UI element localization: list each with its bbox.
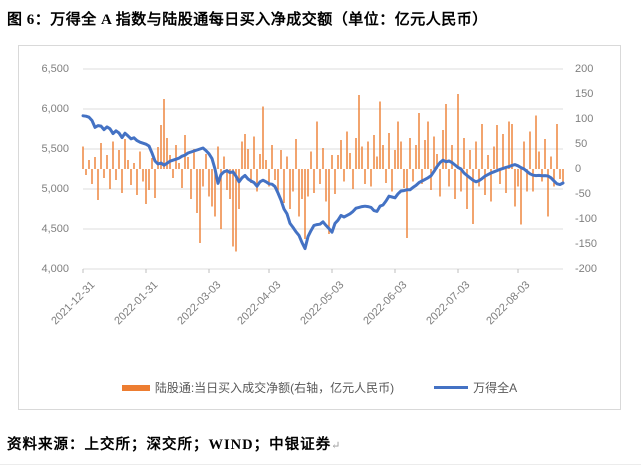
legend-line-label: 万得全A <box>473 381 518 395</box>
y-right-tick-label: 200 <box>575 63 594 75</box>
figure-title: 图 6：万得全 A 指数与陆股通每日买入净成交额（单位：亿元人民币） <box>7 12 488 28</box>
y-right-tick-label: -50 <box>575 188 591 200</box>
y-right-tick-label: 150 <box>575 88 594 100</box>
y-left-tick-label: 4,500 <box>41 223 69 235</box>
plot-area <box>81 68 565 275</box>
y-left-tick-label: 4,000 <box>41 263 69 275</box>
legend-item-line: 万得全A <box>408 379 517 396</box>
chart-canvas <box>81 68 565 273</box>
x-tick-label: 2022-04-03 <box>235 279 284 328</box>
x-tick-label: 2022-07-03 <box>424 279 473 328</box>
source-text: 资料来源：上交所；深交所；WIND；中银证券 <box>7 437 332 453</box>
x-tick-label: 2022-01-31 <box>112 279 161 328</box>
y-right-tick-label: 50 <box>575 138 588 150</box>
y-left-tick-label: 6,500 <box>41 63 69 75</box>
chart-frame: 6,500 6,000 5,500 5,000 4,500 4,000 200 150 100… <box>18 45 621 410</box>
y-right-tick-label: 0 <box>575 163 582 175</box>
y-left-tick-label: 5,500 <box>41 143 69 155</box>
y-right-tick-label: -200 <box>575 263 598 275</box>
line-series-swatch-icon <box>434 386 469 389</box>
y-right-tick-label: 100 <box>575 113 594 125</box>
y-left-tick-label: 6,000 <box>41 103 69 115</box>
legend: 陆股通:当日买入成交净额(右轴，亿元人民币) 万得全A <box>19 379 620 396</box>
source-note: 资料来源：上交所；深交所；WIND；中银证券↵ <box>7 433 340 454</box>
index-line <box>81 114 565 251</box>
y-left-tick-label: 5,000 <box>41 183 69 195</box>
x-tick-label: 2021-12-31 <box>49 279 98 328</box>
y-right-tick-label: -100 <box>575 213 598 225</box>
x-tick-label: 2022-08-03 <box>484 279 533 328</box>
x-tick-label: 2022-06-03 <box>361 279 410 328</box>
y-right-tick-label: -150 <box>575 238 598 250</box>
x-tick-label: 2022-03-03 <box>175 279 224 328</box>
bottom-divider <box>0 464 641 465</box>
legend-item-bar: 陆股通:当日买入成交净额(右轴，亿元人民币) <box>121 379 395 396</box>
bar-series-swatch-icon <box>121 384 150 391</box>
x-tick-label: 2022-05-03 <box>298 279 347 328</box>
return-mark: ↵ <box>331 440 341 452</box>
legend-bar-label: 陆股通:当日买入成交净额(右轴，亿元人民币) <box>154 381 395 395</box>
